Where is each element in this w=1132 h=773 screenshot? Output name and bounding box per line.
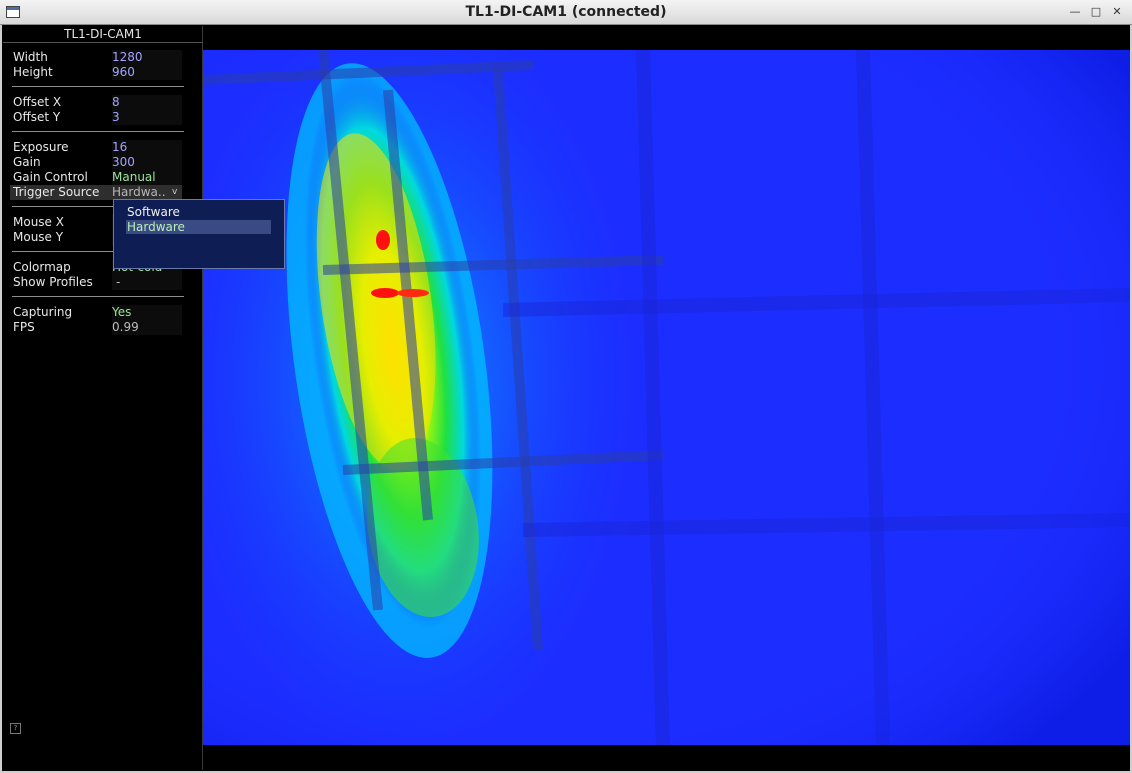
mouse-y-label: Mouse Y: [13, 230, 64, 244]
gain-value[interactable]: 300: [112, 155, 182, 170]
trigger-source-dropdown[interactable]: Hardwa..: [112, 185, 182, 200]
height-row: Height 960: [10, 65, 182, 80]
height-value[interactable]: 960: [112, 65, 182, 80]
capturing-row: Capturing Yes: [10, 305, 182, 320]
gain-control-row: Gain Control Manual: [10, 170, 182, 185]
separator: [12, 251, 184, 252]
separator: [12, 206, 184, 207]
width-row: Width 1280: [10, 50, 182, 65]
separator: [12, 86, 184, 87]
offset-y-label: Offset Y: [13, 110, 61, 124]
width-label: Width: [13, 50, 48, 64]
show-profiles-value[interactable]: -: [112, 275, 182, 290]
camera-image[interactable]: [203, 50, 1130, 745]
gain-row: Gain 300: [10, 155, 182, 170]
minimize-icon[interactable]: —: [1069, 5, 1081, 18]
height-label: Height: [13, 65, 53, 79]
separator: [12, 296, 184, 297]
gain-control-value[interactable]: Manual: [112, 170, 182, 185]
show-profiles-row: Show Profiles -: [10, 275, 182, 290]
exposure-value[interactable]: 16: [112, 140, 182, 155]
app-window-icon[interactable]: [6, 6, 20, 18]
offset-y-value[interactable]: 3: [112, 110, 182, 125]
fps-value: 0.99: [112, 320, 182, 335]
maximize-icon[interactable]: □: [1090, 5, 1102, 18]
help-icon[interactable]: ?: [10, 723, 21, 734]
window-titlebar[interactable]: TL1-DI-CAM1 (connected) — □ ✕: [0, 0, 1132, 25]
trigger-source-popup: Software Hardware: [113, 199, 285, 269]
control-panel: TL1-DI-CAM1: [3, 26, 203, 770]
option-hardware[interactable]: Hardware: [126, 220, 271, 234]
close-icon[interactable]: ✕: [1112, 5, 1122, 18]
trigger-source-row[interactable]: Trigger Source Hardwa.. v: [10, 185, 182, 200]
gain-control-label: Gain Control: [13, 170, 88, 184]
separator: [12, 131, 184, 132]
fps-row: FPS 0.99: [10, 320, 182, 335]
trigger-source-label: Trigger Source: [13, 185, 100, 199]
capturing-value[interactable]: Yes: [112, 305, 182, 320]
exposure-label: Exposure: [13, 140, 69, 154]
exposure-row: Exposure 16: [10, 140, 182, 155]
colormap-label: Colormap: [13, 260, 71, 274]
offset-x-row: Offset X 8: [10, 95, 182, 110]
fps-label: FPS: [13, 320, 35, 334]
chevron-down-icon[interactable]: v: [172, 187, 178, 197]
gain-label: Gain: [13, 155, 41, 169]
panel-header: TL1-DI-CAM1: [3, 26, 203, 43]
capturing-label: Capturing: [13, 305, 73, 319]
window-title: TL1-DI-CAM1 (connected): [465, 4, 667, 20]
option-software[interactable]: Software: [127, 205, 180, 219]
camera-heatmap: [203, 50, 1130, 745]
offset-x-label: Offset X: [13, 95, 62, 109]
offset-y-row: Offset Y 3: [10, 110, 182, 125]
show-profiles-label: Show Profiles: [13, 275, 93, 289]
width-value[interactable]: 1280: [112, 50, 182, 65]
mouse-x-label: Mouse X: [13, 215, 64, 229]
offset-x-value[interactable]: 8: [112, 95, 182, 110]
